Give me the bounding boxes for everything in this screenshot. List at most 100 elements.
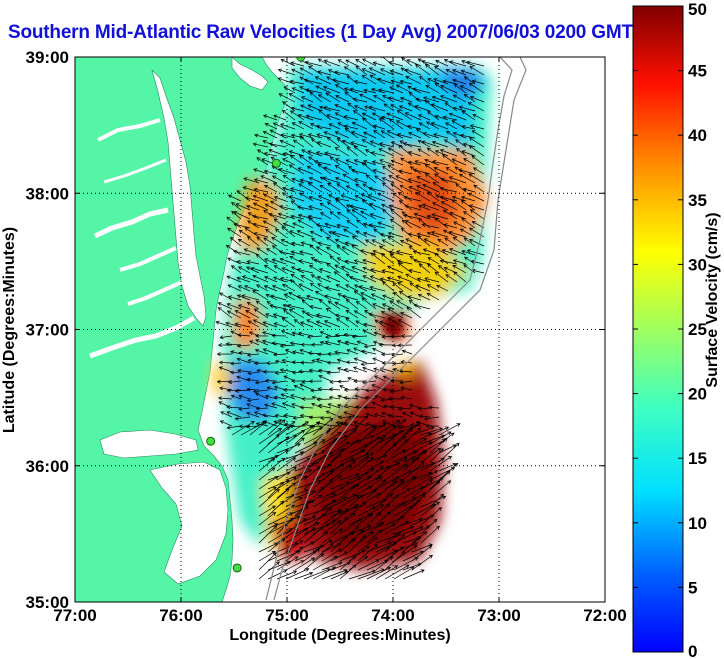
velocity-arrow xyxy=(246,379,260,382)
velocity-arrow xyxy=(391,141,404,148)
velocity-arrowhead xyxy=(400,360,405,364)
velocity-arrow xyxy=(265,229,278,238)
velocity-arrowhead xyxy=(325,92,330,97)
velocity-arrow xyxy=(264,258,278,265)
velocity-arrow xyxy=(384,449,406,463)
velocity-arrow xyxy=(374,319,386,328)
velocity-arrow xyxy=(405,112,422,121)
velocity-arrow xyxy=(411,545,432,562)
velocity-arrow xyxy=(423,132,440,139)
velocity-arrowhead xyxy=(252,202,258,207)
velocity-arrowhead xyxy=(339,421,344,426)
velocity-arrowhead xyxy=(271,457,276,462)
velocity-arrow xyxy=(471,155,485,166)
velocity-arrow xyxy=(326,236,341,247)
velocity-arrow xyxy=(433,133,449,139)
velocity-arrowhead xyxy=(400,534,405,539)
velocity-arrow xyxy=(317,398,332,400)
velocity-arrowhead xyxy=(348,165,353,170)
colorbar-tick-label: 15 xyxy=(688,449,707,468)
velocity-arrow xyxy=(370,252,386,265)
velocity-arrowhead xyxy=(329,470,334,475)
velocity-arrow xyxy=(427,232,440,238)
velocity-arrow xyxy=(336,224,350,229)
velocity-arrowhead xyxy=(313,160,319,164)
velocity-arrow xyxy=(374,375,386,382)
velocity-arrowhead xyxy=(447,431,452,436)
velocity-arrowhead xyxy=(397,144,403,149)
velocity-arrowhead xyxy=(382,479,387,484)
velocity-arrowhead xyxy=(273,420,278,425)
velocity-arrow xyxy=(292,371,305,374)
velocity-arrowhead xyxy=(401,211,406,216)
velocity-arrow xyxy=(357,424,374,436)
velocity-arrow xyxy=(231,395,242,400)
velocity-arrowhead xyxy=(227,284,232,289)
velocity-arrow xyxy=(371,384,386,391)
velocity-arrowhead xyxy=(471,79,476,84)
velocity-arrow xyxy=(289,195,305,202)
velocity-arrowhead xyxy=(417,293,422,298)
velocity-arrow xyxy=(266,248,278,256)
velocity-arrowhead xyxy=(340,463,345,468)
velocity-arrow xyxy=(470,260,485,265)
velocity-arrow xyxy=(315,76,332,85)
velocity-arrowhead xyxy=(326,370,331,375)
velocity-arrowhead xyxy=(399,479,404,483)
velocity-arrow xyxy=(397,276,413,283)
velocity-arrowhead xyxy=(399,96,405,101)
velocity-arrowhead xyxy=(329,379,334,384)
velocity-arrow xyxy=(401,219,413,229)
velocity-arrow xyxy=(297,206,314,211)
velocity-arrowhead xyxy=(457,168,463,173)
velocity-arrowhead xyxy=(440,177,445,182)
velocity-arrowhead xyxy=(300,451,305,455)
velocity-arrowhead xyxy=(343,124,349,129)
velocity-arrow xyxy=(288,292,305,301)
velocity-arrowhead xyxy=(307,182,312,187)
velocity-arrowhead xyxy=(360,249,365,254)
velocity-arrowhead xyxy=(269,304,274,309)
velocity-arrowhead xyxy=(268,212,273,217)
velocity-arrowhead xyxy=(300,241,305,246)
velocity-arrow xyxy=(247,398,260,401)
velocity-arrow xyxy=(355,320,368,328)
velocity-arrowhead xyxy=(350,457,355,462)
velocity-arrow xyxy=(258,467,275,481)
velocity-arrowhead xyxy=(334,350,339,355)
velocity-arrowhead xyxy=(247,236,252,240)
velocity-arrow xyxy=(351,169,368,175)
velocity-arrow xyxy=(330,156,341,166)
velocity-arrowhead xyxy=(417,140,422,144)
station-marker xyxy=(271,158,281,168)
velocity-arrow xyxy=(365,239,377,247)
velocity-arrowhead xyxy=(380,115,386,120)
velocity-arrow xyxy=(387,130,404,139)
velocity-arrowhead xyxy=(246,204,251,209)
velocity-arrow xyxy=(420,457,445,472)
velocity-arrow xyxy=(321,510,342,526)
velocity-arrowhead xyxy=(466,249,471,254)
velocity-arrow xyxy=(285,437,305,454)
velocity-arrowhead xyxy=(264,378,269,383)
velocity-arrowhead xyxy=(217,307,222,311)
velocity-arrowhead xyxy=(289,155,294,159)
velocity-arrow xyxy=(258,476,279,490)
velocity-arrow xyxy=(380,233,395,238)
velocity-arrow xyxy=(405,273,422,283)
velocity-arrowhead xyxy=(300,360,305,365)
velocity-arrow xyxy=(276,421,296,436)
velocity-arrow xyxy=(272,245,287,256)
velocity-arrow xyxy=(381,130,395,139)
velocity-arrowhead xyxy=(408,299,413,304)
velocity-arrowhead xyxy=(317,403,323,408)
velocity-arrowhead xyxy=(291,457,297,462)
velocity-arrowhead xyxy=(271,245,276,250)
velocity-arrowhead xyxy=(297,213,303,218)
velocity-arrow xyxy=(323,106,341,112)
velocity-arrowhead xyxy=(334,70,339,75)
velocity-arrowhead xyxy=(404,220,409,224)
velocity-arrow xyxy=(360,250,377,256)
velocity-arrow xyxy=(438,265,449,274)
velocity-arrowhead xyxy=(345,59,350,64)
